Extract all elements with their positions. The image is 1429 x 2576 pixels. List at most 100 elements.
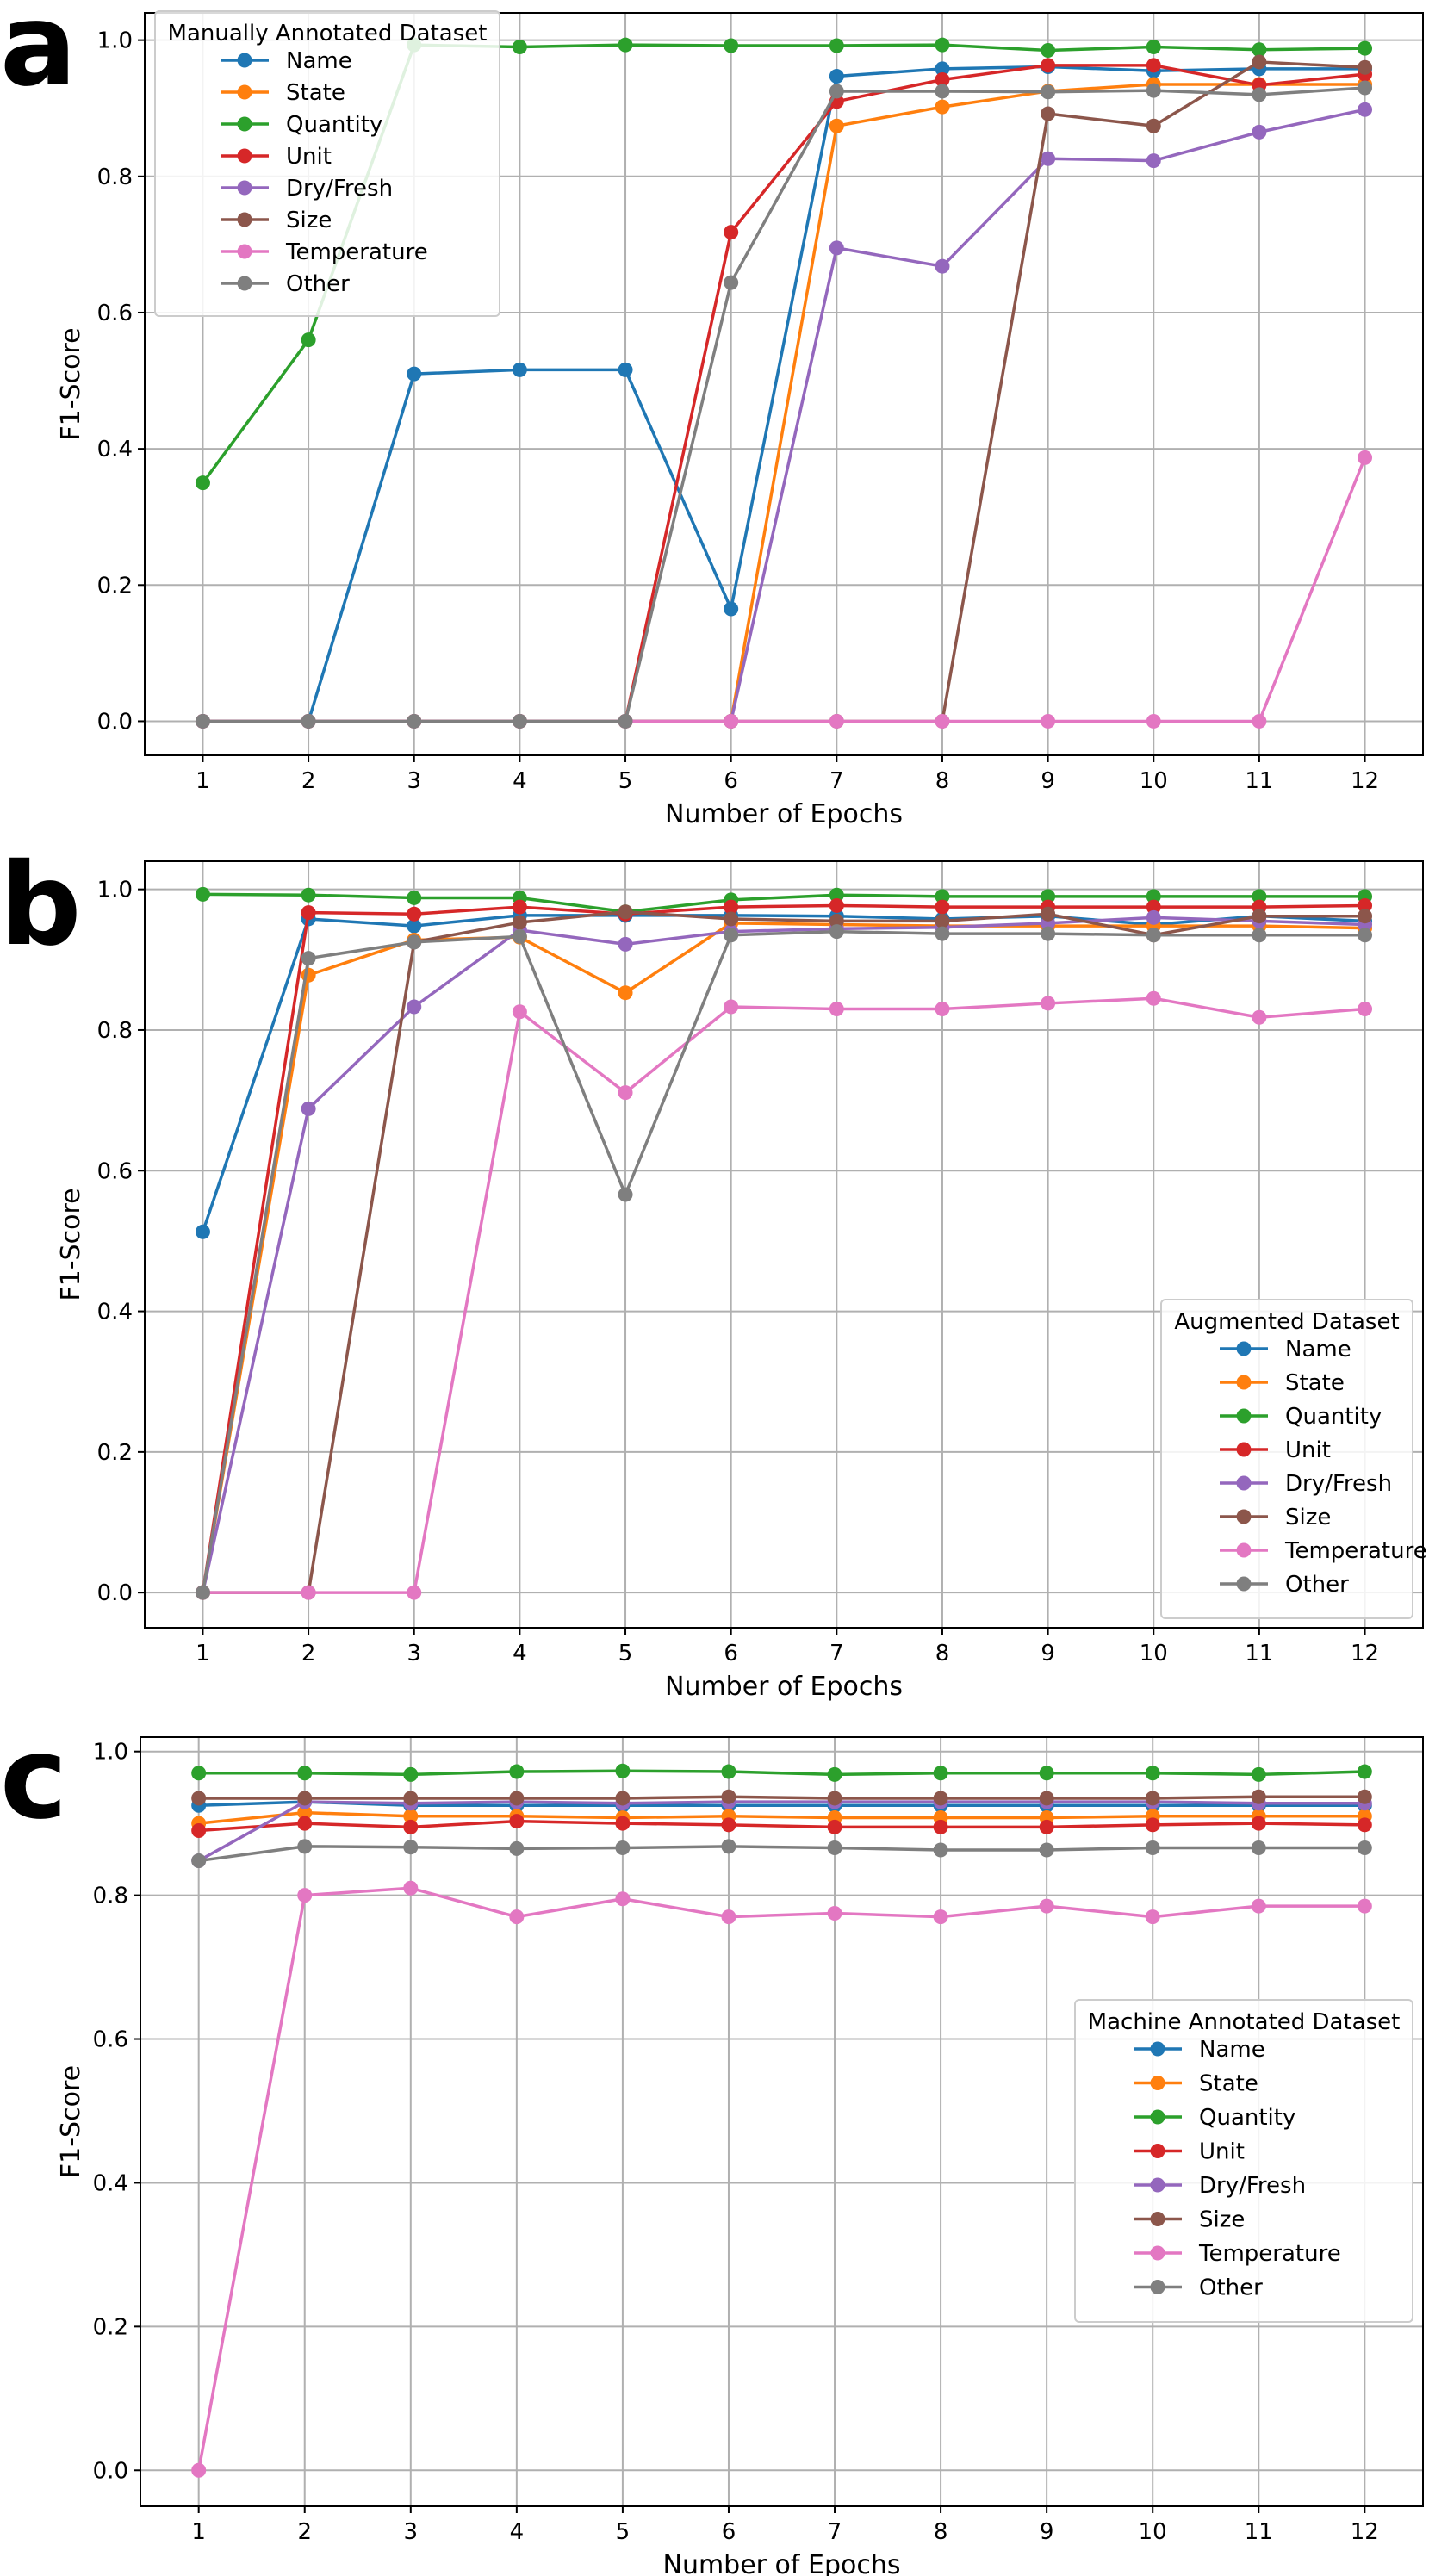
legend-title: Machine Annotated Dataset	[1088, 2009, 1401, 2035]
legend-swatch-marker	[237, 148, 252, 164]
data-point-size	[1358, 909, 1373, 924]
legend-item: Name	[1134, 2037, 1265, 2063]
data-point-other	[618, 713, 633, 729]
legend-item: Name	[1220, 1337, 1351, 1362]
data-point-size	[724, 911, 739, 927]
legend-item: State	[1134, 2071, 1258, 2097]
data-point-temperature	[1041, 996, 1056, 1011]
data-point-dry-fresh	[1358, 102, 1373, 117]
y-tick-label: 1.0	[93, 1740, 128, 1766]
data-point-unit	[1039, 1819, 1054, 1834]
x-tick-label: 10	[1140, 1641, 1168, 1667]
legend-label: Quantity	[1199, 2105, 1295, 2131]
y-tick-label: 1.0	[97, 878, 133, 903]
y-tick-label: 0.2	[93, 2314, 128, 2340]
legend-swatch-marker	[1150, 2109, 1165, 2125]
series-line-temperature	[196, 1886, 1365, 2471]
series-line-name	[201, 914, 1365, 1232]
plot-area-frame	[144, 860, 1424, 1629]
legend-swatch-marker	[1150, 2177, 1165, 2193]
x-tick-label: 12	[1351, 768, 1379, 794]
legend-label: Dry/Fresh	[1285, 1471, 1392, 1497]
legend-swatch-marker	[1236, 1576, 1252, 1592]
panel-letter: b	[0, 839, 82, 971]
data-point-quantity	[618, 37, 633, 53]
data-point-other	[301, 713, 316, 729]
data-point-dry-fresh	[829, 240, 844, 256]
data-point-other	[1358, 928, 1373, 943]
data-point-quantity	[1039, 1766, 1054, 1781]
data-point-other	[1252, 928, 1267, 943]
x-tick-label: 3	[407, 1641, 421, 1667]
data-point-quantity	[191, 1766, 207, 1781]
data-point-temperature	[1146, 713, 1161, 729]
data-point-other	[1358, 80, 1373, 96]
y-axis-title: F1-Score	[56, 327, 86, 440]
legend-label: Size	[286, 208, 332, 233]
y-tick-label: 0.6	[97, 1158, 133, 1184]
data-point-unit	[1251, 1816, 1266, 1831]
legend-swatch-marker	[237, 84, 252, 100]
x-tick-label: 4	[513, 1641, 527, 1667]
data-point-unit	[1357, 1817, 1372, 1833]
data-point-size	[403, 1791, 419, 1806]
data-point-quantity	[301, 887, 316, 903]
data-point-state	[297, 1805, 313, 1821]
data-point-size	[512, 915, 527, 930]
data-point-temperature	[827, 1905, 842, 1921]
data-point-unit	[509, 1814, 525, 1829]
data-point-temperature	[407, 1585, 422, 1600]
data-point-other	[721, 1839, 736, 1854]
series-other	[195, 80, 1373, 729]
data-point-unit	[1041, 58, 1056, 73]
data-point-other	[195, 713, 210, 729]
data-point-state	[829, 118, 844, 133]
data-point-unit	[827, 1819, 842, 1834]
legend-item: Unit	[1134, 2139, 1245, 2165]
data-point-quantity	[403, 1766, 419, 1782]
legend-box	[1160, 1299, 1413, 1619]
data-point-name	[407, 918, 422, 934]
y-tick-label: 0.2	[97, 573, 133, 599]
data-point-name	[935, 61, 950, 77]
data-point-temperature	[829, 1001, 844, 1016]
data-point-size	[1041, 106, 1056, 121]
data-point-dry-fresh	[1146, 153, 1161, 169]
data-point-temperature	[935, 1001, 950, 1016]
x-tick-label: 1	[191, 2519, 206, 2545]
legend-item: Dry/Fresh	[1134, 2173, 1306, 2199]
legend-item: Dry/Fresh	[1220, 1471, 1392, 1497]
data-point-temperature	[615, 1891, 631, 1907]
y-tick-label: 0.8	[93, 1884, 128, 1909]
series-line-other	[201, 929, 1365, 1593]
legend-title: Augmented Dataset	[1174, 1309, 1399, 1335]
panel-letter: a	[0, 0, 77, 112]
data-point-other	[827, 1840, 842, 1856]
x-tick-label: 1	[196, 1641, 210, 1667]
data-point-unit	[1146, 58, 1161, 73]
x-tick-label: 2	[301, 768, 316, 794]
x-tick-label: 6	[724, 1641, 738, 1667]
data-point-quantity	[301, 332, 316, 348]
y-tick-label: 1.0	[97, 28, 133, 54]
legend-label: Other	[1285, 1572, 1349, 1598]
legend-title: Manually Annotated Dataset	[168, 21, 488, 47]
series-unit	[195, 897, 1373, 1600]
data-point-size	[1145, 1791, 1160, 1806]
data-point-size	[935, 913, 950, 928]
x-tick-label: 8	[935, 1641, 950, 1667]
data-point-size	[1251, 1789, 1266, 1804]
series-line-name	[202, 65, 1365, 723]
legend-label: Size	[1285, 1505, 1331, 1530]
series-temperature	[191, 1880, 1372, 2478]
data-point-quantity	[827, 1766, 842, 1782]
data-point-quantity	[1041, 42, 1056, 58]
x-tick-label: 8	[935, 768, 950, 794]
x-tick-label: 10	[1139, 2519, 1167, 2545]
legend-item: Temperature	[1220, 1538, 1427, 1564]
legend-swatch-marker	[237, 276, 252, 291]
data-point-name	[618, 362, 633, 377]
x-tick-label: 12	[1351, 2519, 1379, 2545]
series-other	[195, 924, 1373, 1600]
